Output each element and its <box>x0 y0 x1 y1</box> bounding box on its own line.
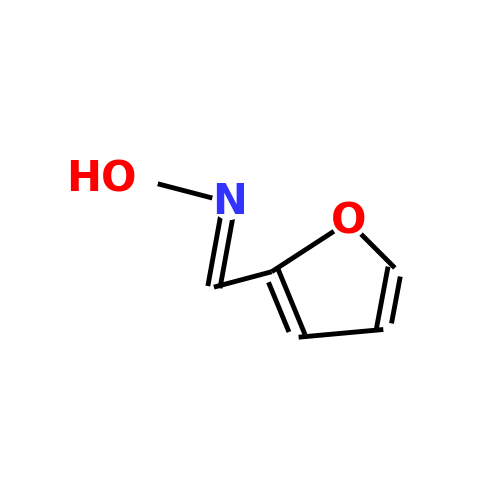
Circle shape <box>212 186 246 220</box>
Circle shape <box>332 205 366 238</box>
Text: O: O <box>331 200 366 242</box>
Text: HO: HO <box>66 158 137 200</box>
Text: N: N <box>212 182 246 224</box>
Circle shape <box>124 162 158 196</box>
